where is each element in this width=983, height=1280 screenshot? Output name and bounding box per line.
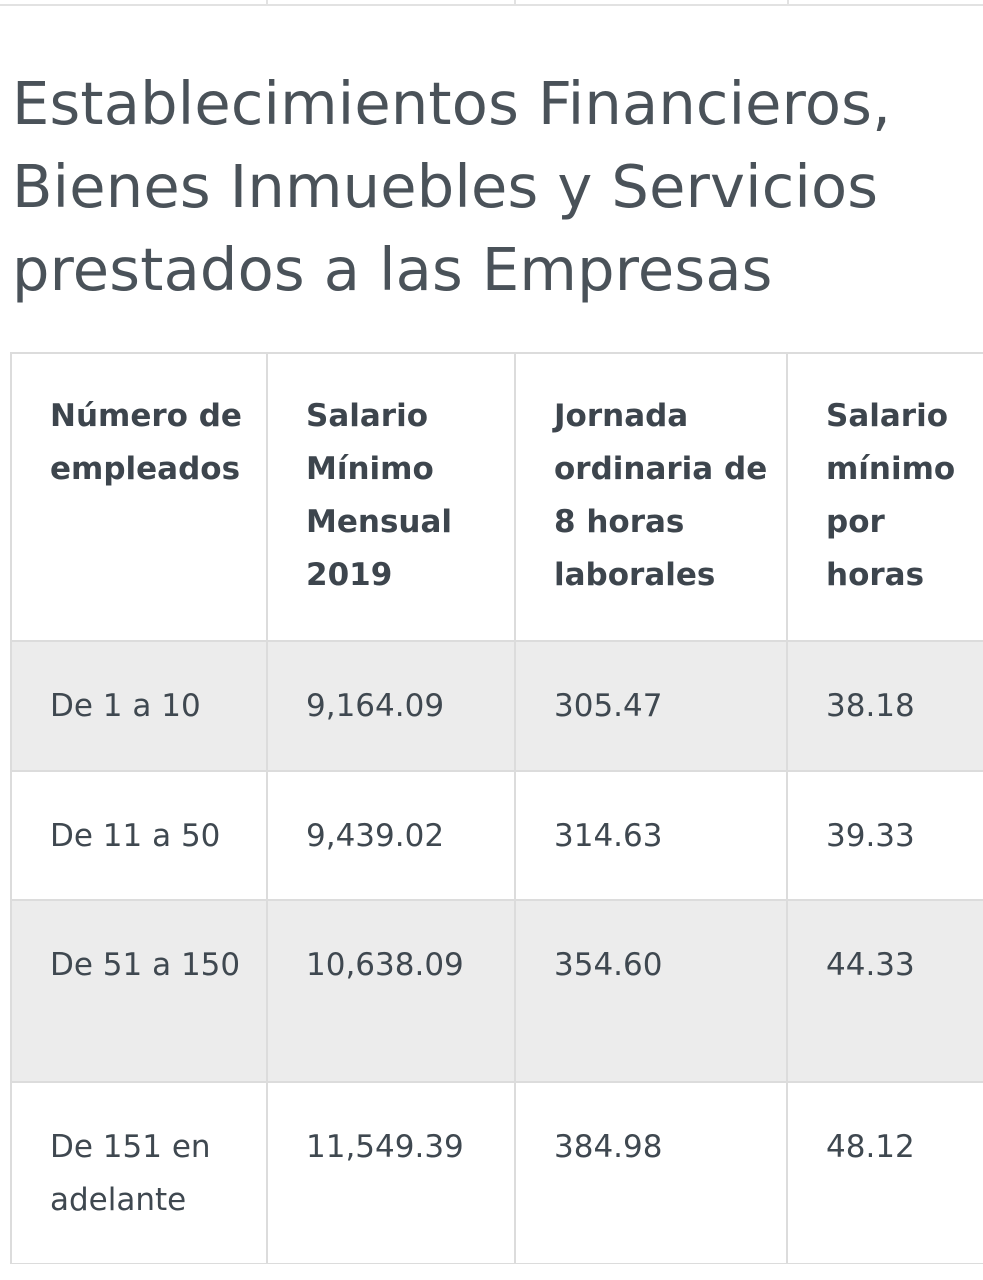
cell-hourly-wage: 48.12 xyxy=(786,1081,983,1264)
cell-employees: De 151 en adelante xyxy=(10,1081,268,1264)
divider xyxy=(514,0,516,4)
cell-monthly-wage: 10,638.09 xyxy=(266,899,516,1083)
table-header-row: Número de empleados Salario Mínimo Mensu… xyxy=(10,352,983,642)
cell-employees: De 11 a 50 xyxy=(10,770,268,901)
previous-table-edge xyxy=(0,0,983,6)
table-row: De 11 a 50 9,439.02 314.63 39.33 xyxy=(10,770,983,901)
cell-hourly-wage: 39.33 xyxy=(786,770,983,901)
cell-monthly-wage: 11,549.39 xyxy=(266,1081,516,1264)
cell-daily-wage: 384.98 xyxy=(514,1081,788,1264)
header-employees: Número de empleados xyxy=(10,352,268,642)
cell-employees: De 1 a 10 xyxy=(10,640,268,772)
cell-hourly-wage: 44.33 xyxy=(786,899,983,1083)
cell-daily-wage: 305.47 xyxy=(514,640,788,772)
page-title: Establecimientos Financieros, Bienes Inm… xyxy=(12,69,892,304)
cell-monthly-wage: 9,439.02 xyxy=(266,770,516,901)
header-monthly-wage: Salario Mínimo Mensual 2019 xyxy=(266,352,516,642)
table-row: De 1 a 10 9,164.09 305.47 38.18 xyxy=(10,640,983,772)
divider xyxy=(787,0,789,4)
header-hourly-wage: Salario mínimo por horas xyxy=(786,352,983,642)
cell-employees: De 51 a 150 xyxy=(10,899,268,1083)
cell-daily-wage: 354.60 xyxy=(514,899,788,1083)
cell-monthly-wage: 9,164.09 xyxy=(266,640,516,772)
table-container[interactable]: Número de empleados Salario Mínimo Mensu… xyxy=(10,352,983,1264)
divider xyxy=(266,0,268,4)
table-row: De 151 en adelante 11,549.39 384.98 48.1… xyxy=(10,1081,983,1264)
cell-hourly-wage: 38.18 xyxy=(786,640,983,772)
table-row: De 51 a 150 10,638.09 354.60 44.33 xyxy=(10,899,983,1083)
cell-daily-wage: 314.63 xyxy=(514,770,788,901)
minimum-wage-table: Número de empleados Salario Mínimo Mensu… xyxy=(10,352,983,1264)
header-daily-wage: Jornada ordinaria de 8 horas laborales xyxy=(514,352,788,642)
